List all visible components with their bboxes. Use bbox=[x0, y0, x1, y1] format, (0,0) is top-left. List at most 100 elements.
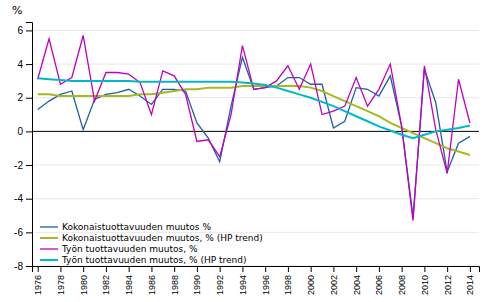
y-tick: -6 bbox=[14, 227, 32, 238]
x-tick: 1986 bbox=[147, 266, 157, 295]
legend-label: Kokonaistuottavuuden muutos % bbox=[62, 222, 211, 232]
x-tick: 2012 bbox=[443, 266, 453, 295]
x-tick: 1990 bbox=[192, 266, 202, 295]
x-tick-label: 1984 bbox=[124, 275, 134, 295]
series-line bbox=[38, 78, 470, 138]
x-tick-mark bbox=[265, 266, 266, 272]
y-tick-mark bbox=[26, 266, 32, 267]
grid-line bbox=[32, 165, 479, 166]
y-tick: 4 bbox=[17, 59, 32, 70]
legend-swatch bbox=[40, 248, 58, 249]
y-tick-label: 2 bbox=[17, 92, 23, 103]
legend-label: Työn tuottavuuden muutos, % bbox=[61, 244, 198, 254]
x-tick: 1980 bbox=[79, 266, 89, 295]
x-tick: 1984 bbox=[124, 266, 134, 295]
legend-label: Työn tuottavuuden muutos, % (HP trend) bbox=[61, 255, 246, 265]
grid bbox=[32, 30, 479, 266]
x-tick-mark bbox=[174, 266, 175, 272]
legend-swatch bbox=[40, 226, 58, 227]
legend-swatch bbox=[40, 237, 58, 239]
y-tick-label: 6 bbox=[17, 25, 23, 36]
grid-line bbox=[32, 30, 479, 31]
x-tick-mark bbox=[424, 266, 425, 272]
x-tick-mark bbox=[447, 266, 448, 272]
grid-line bbox=[32, 64, 479, 65]
x-tick-mark bbox=[402, 266, 403, 272]
y-tick-label: -6 bbox=[14, 227, 23, 238]
x-axis: 1976197819801982198419861988199019921994… bbox=[33, 266, 480, 295]
y-tick-label: 4 bbox=[17, 59, 23, 70]
x-tick-mark bbox=[242, 266, 243, 272]
x-tick-label: 1990 bbox=[192, 275, 202, 295]
x-tick-label: 2010 bbox=[420, 275, 430, 295]
chart: 1976197819801982198419861988199019921994… bbox=[0, 0, 491, 302]
x-tick-mark bbox=[129, 266, 130, 272]
x-tick-label: 1982 bbox=[101, 275, 111, 295]
y-tick-label: -4 bbox=[14, 193, 23, 204]
y-tick: 2 bbox=[17, 92, 32, 103]
x-tick-mark bbox=[83, 266, 84, 272]
legend-entry: Työn tuottavuuden muutos, % bbox=[40, 244, 198, 254]
x-tick: 2014 bbox=[465, 266, 475, 295]
x-tick-mark bbox=[60, 266, 61, 272]
x-tick-mark bbox=[288, 266, 289, 272]
x-tick: 2000 bbox=[306, 266, 316, 295]
y-axis: -8 -6 -4 -2 0 2 4 6 bbox=[14, 23, 32, 272]
x-tick: 1998 bbox=[283, 266, 293, 295]
x-tick-label: 1998 bbox=[283, 275, 293, 295]
x-tick-mark bbox=[379, 266, 380, 272]
x-tick: 2010 bbox=[420, 266, 430, 295]
x-tick: 1982 bbox=[101, 266, 111, 295]
x-tick-label: 2002 bbox=[329, 275, 339, 295]
y-tick-label: 0 bbox=[17, 126, 23, 137]
x-tick: 1992 bbox=[215, 266, 225, 295]
y-tick: 6 bbox=[17, 25, 32, 36]
plot: 1976197819801982198419861988199019921994… bbox=[14, 23, 479, 296]
legend: Kokonaistuottavuuden muutos %Kokonaistuo… bbox=[40, 222, 263, 265]
legend-entry: Kokonaistuottavuuden muutos, % (HP trend… bbox=[40, 233, 263, 243]
x-tick-mark bbox=[197, 266, 198, 272]
x-tick-label: 1992 bbox=[215, 275, 225, 295]
x-tick-label: 1980 bbox=[79, 275, 89, 295]
x-tick: 2008 bbox=[397, 266, 407, 295]
legend-label: Kokonaistuottavuuden muutos, % (HP trend… bbox=[62, 233, 263, 243]
series-line bbox=[38, 35, 470, 220]
x-tick-label: 2000 bbox=[306, 275, 316, 295]
y-tick-mark bbox=[26, 232, 32, 233]
lines bbox=[38, 35, 470, 220]
y-tick-label: -8 bbox=[14, 261, 23, 272]
x-tick-mark bbox=[470, 266, 471, 272]
x-tick-mark bbox=[356, 266, 357, 272]
y-tick-mark bbox=[26, 64, 32, 65]
x-tick: 1976 bbox=[33, 266, 43, 295]
x-tick-mark bbox=[106, 266, 107, 272]
x-tick-mark bbox=[220, 266, 221, 272]
x-tick-mark bbox=[311, 266, 312, 272]
y-tick: -8 bbox=[14, 261, 32, 272]
y-tick: -2 bbox=[14, 160, 32, 171]
x-tick-label: 1976 bbox=[33, 275, 43, 295]
x-tick: 1988 bbox=[170, 266, 180, 295]
x-tick-label: 2004 bbox=[352, 275, 362, 295]
x-tick-mark bbox=[151, 266, 152, 272]
x-tick-label: 2012 bbox=[443, 275, 453, 295]
axis-domain bbox=[26, 23, 33, 267]
x-tick: 1996 bbox=[261, 266, 271, 295]
legend-entry: Työn tuottavuuden muutos, % (HP trend) bbox=[40, 255, 246, 265]
x-tick-label: 2014 bbox=[465, 275, 475, 295]
grid-line bbox=[32, 198, 479, 199]
axis-domain bbox=[33, 267, 480, 273]
series-line bbox=[38, 86, 470, 155]
x-tick-mark bbox=[333, 266, 334, 272]
x-tick-label: 1996 bbox=[261, 275, 271, 295]
x-tick-label: 1986 bbox=[147, 275, 157, 295]
x-tick: 2004 bbox=[352, 266, 362, 295]
y-tick-mark bbox=[26, 98, 32, 99]
x-tick: 2006 bbox=[374, 266, 384, 295]
y-tick-mark bbox=[26, 199, 32, 200]
x-tick-label: 1994 bbox=[238, 275, 248, 295]
y-axis-label: % bbox=[12, 4, 22, 17]
y-tick-label: -2 bbox=[14, 160, 23, 171]
x-tick-mark bbox=[38, 266, 39, 272]
x-tick-label: 2006 bbox=[374, 275, 384, 295]
